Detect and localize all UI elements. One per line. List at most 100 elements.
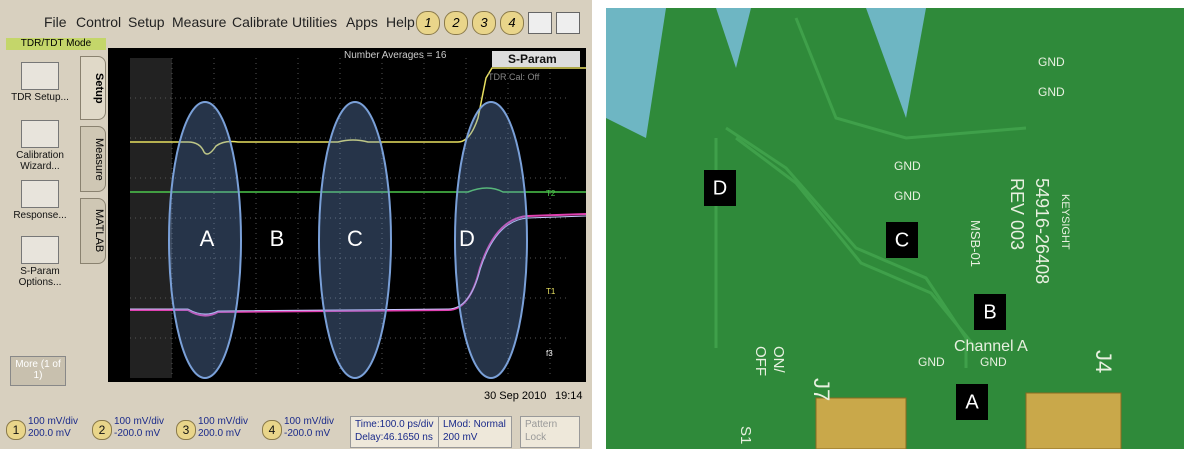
timebase: Time:100.0 ps/div xyxy=(355,419,434,430)
menu-item[interactable]: Control xyxy=(76,14,122,30)
pattern-lock-button[interactable]: Pattern Lock xyxy=(520,416,580,448)
gnd-label: GND xyxy=(1038,55,1065,69)
tab[interactable]: Measure xyxy=(80,126,106,192)
date: 30 Sep 2010 xyxy=(484,390,547,402)
gnd-label: GND xyxy=(894,159,921,173)
side-button-label: TDR Setup... xyxy=(11,92,69,103)
menu-item[interactable]: Setup xyxy=(128,14,165,30)
icon xyxy=(21,62,59,90)
channel-button[interactable]: 1 xyxy=(416,11,440,35)
gnd-label: GND xyxy=(894,189,921,203)
more-button[interactable]: More (1 of 1) xyxy=(10,356,66,386)
channel-setting[interactable]: 2100 mV/div -200.0 mV xyxy=(92,416,164,446)
grid xyxy=(130,58,570,378)
switch-on: ON/ xyxy=(770,346,787,374)
trace-white xyxy=(130,215,586,315)
tape xyxy=(866,8,926,118)
channel-offset: 200.0 mV xyxy=(198,428,241,439)
board-name: MSB-01 xyxy=(968,220,983,267)
lmod-level: 200 mV xyxy=(443,432,478,443)
menu-item[interactable]: Measure xyxy=(172,14,227,30)
channel-number: 2 xyxy=(92,420,112,440)
channel-setting[interactable]: 1100 mV/div 200.0 mV xyxy=(6,416,78,446)
channel-button[interactable]: 3 xyxy=(472,11,496,35)
channel-number: 4 xyxy=(262,420,282,440)
connector-label: J7 xyxy=(809,378,834,401)
restore-button[interactable] xyxy=(556,12,580,34)
part-number: 54916-26408 xyxy=(1032,178,1052,284)
sparam-label: S-Param xyxy=(508,52,557,66)
side-button-label: Response... xyxy=(13,210,67,221)
menu-item[interactable]: Apps xyxy=(346,14,378,30)
lmod: LMod: Normal xyxy=(443,419,506,430)
gnd-label: GND xyxy=(1038,85,1065,99)
gnd-label: GND xyxy=(980,355,1007,369)
waveform-screen: A B C D Number Averages = 16 S-Param TDR… xyxy=(108,48,586,382)
side-button-label: Calibration Wizard... xyxy=(16,150,64,172)
gnd-label: GND xyxy=(918,355,945,369)
tab[interactable]: Setup xyxy=(80,56,106,120)
connectors xyxy=(815,392,1122,449)
icon xyxy=(21,236,59,264)
lmod-setting[interactable]: LMod: Normal 200 mV xyxy=(438,416,512,448)
switch-label: S1 xyxy=(737,426,754,444)
switch-off: OFF xyxy=(752,346,769,376)
averages: Number Averages = 16 xyxy=(344,50,447,61)
minimize-button[interactable] xyxy=(528,12,552,34)
scope-window: File Control Setup Measure Calibrate Uti… xyxy=(0,0,592,449)
channel-scale: 100 mV/div xyxy=(114,416,165,427)
channel-offset: -200.0 mV xyxy=(114,428,161,439)
board-photo: GND GND GND GND GND GND Channel A MSB-01… xyxy=(606,8,1184,449)
region-label: D xyxy=(459,226,475,251)
channel-offset: 200.0 mV xyxy=(28,428,71,439)
connector-label: J4 xyxy=(1091,350,1116,373)
marker: f3 xyxy=(546,349,553,358)
region-ellipses xyxy=(168,101,528,379)
channel-setting[interactable]: 3100 mV/div 200.0 mV xyxy=(176,416,248,446)
revision: REV 003 xyxy=(1007,178,1027,250)
channel-label: Channel A xyxy=(954,338,1028,355)
channel-number: 1 xyxy=(6,420,26,440)
region-label: C xyxy=(895,229,909,251)
region-label: B xyxy=(983,301,996,323)
channel-scale: 100 mV/div xyxy=(284,416,335,427)
channel-number: 3 xyxy=(176,420,196,440)
region-label: A xyxy=(200,226,215,251)
brand: KEYSIGHT xyxy=(1059,194,1071,250)
region-label: C xyxy=(347,226,363,251)
marker: T2 xyxy=(546,189,556,198)
side-button[interactable]: TDR Setup... xyxy=(10,62,70,103)
screen-bg xyxy=(108,48,586,382)
side-button[interactable]: S-Param Options... xyxy=(10,236,70,288)
menu-item[interactable]: Help xyxy=(386,14,415,30)
channel-scale: 100 mV/div xyxy=(28,416,79,427)
region-label: D xyxy=(713,177,727,199)
channel-button[interactable]: 2 xyxy=(444,11,468,35)
trace-green xyxy=(130,187,586,193)
mode-label: TDR/TDT Mode xyxy=(6,38,106,50)
side-button[interactable]: Response... xyxy=(10,180,70,221)
region-label: A xyxy=(965,391,979,413)
tab[interactable]: MATLAB xyxy=(80,198,106,264)
region-tags xyxy=(704,170,1006,420)
menu-item[interactable]: File xyxy=(44,14,67,30)
channel-setting[interactable]: 4100 mV/div -200.0 mV xyxy=(262,416,334,446)
tdr-cal: TDR Cal: Off xyxy=(488,72,540,82)
channel-offset: -200.0 mV xyxy=(284,428,331,439)
marker: T1 xyxy=(546,287,556,296)
side-button[interactable]: Calibration Wizard... xyxy=(10,120,70,172)
channel-scale: 100 mV/div xyxy=(198,416,249,427)
menu-item[interactable]: Utilities xyxy=(292,14,338,30)
sparam-button[interactable] xyxy=(492,51,580,67)
timebase-setting[interactable]: Time:100.0 ps/div Delay:46.1650 ns xyxy=(350,416,439,448)
region-label: B xyxy=(270,226,285,251)
delay: Delay:46.1650 ns xyxy=(355,432,433,443)
time: 19:14 xyxy=(555,390,583,402)
tape xyxy=(606,8,666,138)
icon xyxy=(21,120,59,148)
icon xyxy=(21,180,59,208)
menu-item[interactable]: Calibrate xyxy=(232,14,289,30)
channel-button[interactable]: 4 xyxy=(500,11,524,35)
side-button-label: S-Param Options... xyxy=(18,266,62,288)
